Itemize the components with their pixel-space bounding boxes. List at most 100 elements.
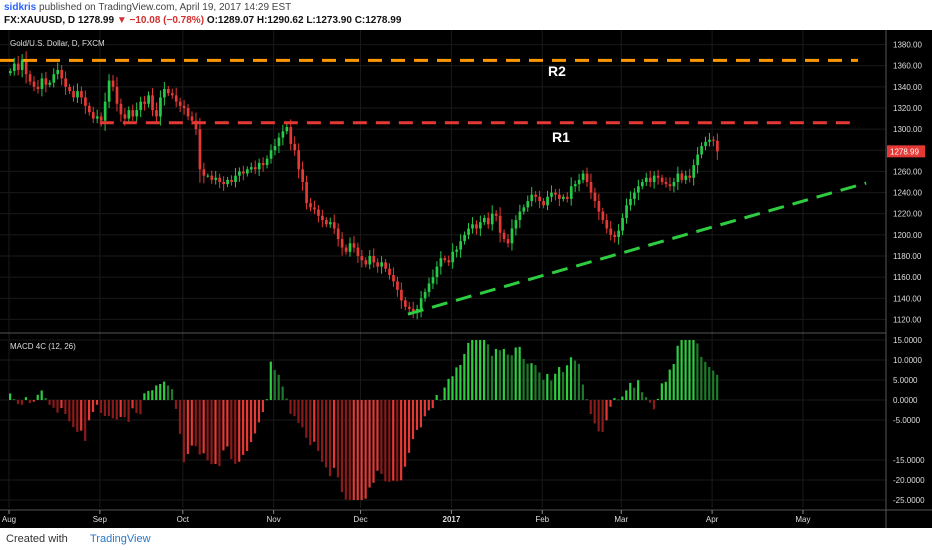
candle xyxy=(60,69,64,79)
macd-bar xyxy=(24,397,27,400)
macd-tick-label: 15.0000 xyxy=(893,336,922,345)
macd-bar xyxy=(147,390,150,400)
candle xyxy=(305,182,308,204)
candle xyxy=(376,262,380,267)
macd-bar xyxy=(518,346,521,400)
macd-bar xyxy=(60,400,63,409)
candle xyxy=(550,192,553,197)
candle xyxy=(269,150,273,159)
price-tick-label: 1260.00 xyxy=(893,167,922,176)
candle xyxy=(16,63,20,70)
macd-bar xyxy=(573,360,577,400)
candle xyxy=(135,110,139,117)
candle xyxy=(163,88,166,98)
macd-bar xyxy=(637,380,640,400)
price-chart[interactable]: 1380.001360.001340.001320.001300.001280.… xyxy=(0,30,932,528)
macd-bar xyxy=(143,393,146,400)
last-price-marker: 1278.99 xyxy=(887,145,925,158)
tradingview-link[interactable]: TradingView xyxy=(90,533,151,545)
candle xyxy=(127,110,131,119)
macd-bar xyxy=(257,400,261,423)
candle xyxy=(293,143,297,151)
price-change: −10.08 (−0.78%) xyxy=(129,15,205,26)
price-tick-label: 1380.00 xyxy=(893,41,922,50)
candle xyxy=(538,196,541,202)
candle xyxy=(384,262,387,269)
macd-bar xyxy=(293,400,296,417)
candle xyxy=(404,300,407,307)
macd-bar xyxy=(704,361,707,400)
macd-bar xyxy=(648,400,652,403)
candle xyxy=(526,201,530,208)
macd-bar xyxy=(498,350,501,400)
macd-bar xyxy=(554,373,557,400)
candle xyxy=(119,103,123,115)
price-scale[interactable]: 1380.001360.001340.001320.001300.001280.… xyxy=(893,41,922,325)
macd-bar xyxy=(261,400,264,412)
macd-bar xyxy=(364,400,367,499)
chart-header: sidkris published on TradingView.com, Ap… xyxy=(0,0,932,30)
candle xyxy=(380,262,383,267)
macd-bar xyxy=(72,400,75,428)
macd-bar xyxy=(313,400,316,442)
macd-bar xyxy=(376,400,379,471)
macd-bar xyxy=(486,344,490,400)
r1-label: R1 xyxy=(552,129,570,145)
candle xyxy=(238,171,241,176)
macd-bar xyxy=(601,400,604,432)
candle xyxy=(656,175,660,178)
price-tick-label: 1340.00 xyxy=(893,83,922,92)
candle xyxy=(696,154,699,166)
macd-bar xyxy=(344,400,347,500)
macd-bar xyxy=(621,396,624,400)
candle xyxy=(609,228,613,235)
time-scale[interactable]: Aug Sep Oct Nov Dec 2017 Feb Mar Apr May xyxy=(2,510,811,524)
macd-bar xyxy=(356,400,359,500)
macd-bar xyxy=(127,400,130,422)
macd-bar xyxy=(415,400,419,430)
macd-bar xyxy=(309,400,312,446)
symbol-line: FX:XAUUSD, D 1278.99 ▼ −10.08 (−0.78%) O… xyxy=(4,15,401,26)
macd-bar xyxy=(44,398,47,400)
price-tick-label: 1120.00 xyxy=(893,315,922,324)
candle xyxy=(301,169,304,182)
macd-bar xyxy=(660,383,663,400)
candle xyxy=(328,222,332,225)
candle xyxy=(352,243,356,248)
candle xyxy=(84,97,87,106)
candle xyxy=(76,91,79,98)
candle xyxy=(435,266,439,278)
candle xyxy=(407,306,411,309)
macd-bar xyxy=(672,364,675,400)
candle xyxy=(194,120,198,130)
candle xyxy=(423,291,427,299)
candle xyxy=(131,110,135,117)
macd-bar xyxy=(332,400,336,468)
macd-scale[interactable]: 15.0000 10.0000 5.0000 0.0000 -5.0000 -15.000… xyxy=(893,336,925,505)
candle xyxy=(577,179,581,185)
candle xyxy=(360,256,364,261)
candle xyxy=(321,215,324,221)
macd-bar xyxy=(490,355,494,400)
macd-bar xyxy=(613,398,616,400)
published-text: published on TradingView.com, April 19, … xyxy=(39,2,292,13)
author-link[interactable]: sidkris xyxy=(4,2,37,13)
macd-bar xyxy=(139,400,142,415)
macd-bar xyxy=(163,381,166,400)
candle xyxy=(589,182,593,193)
macd-bar xyxy=(56,400,59,413)
price-tick-label: 1360.00 xyxy=(893,62,922,71)
macd-bar xyxy=(569,357,573,400)
candle xyxy=(317,209,320,216)
macd-bar xyxy=(589,400,592,415)
macd-bar xyxy=(617,399,620,401)
created-with-text: Created with xyxy=(6,533,68,545)
macd-bar xyxy=(135,400,138,414)
macd-bar xyxy=(265,399,268,401)
candle xyxy=(277,137,281,147)
macd-bar xyxy=(368,400,371,488)
candle xyxy=(613,234,617,237)
candle xyxy=(151,95,154,111)
candle xyxy=(348,243,352,252)
candle xyxy=(44,78,48,85)
